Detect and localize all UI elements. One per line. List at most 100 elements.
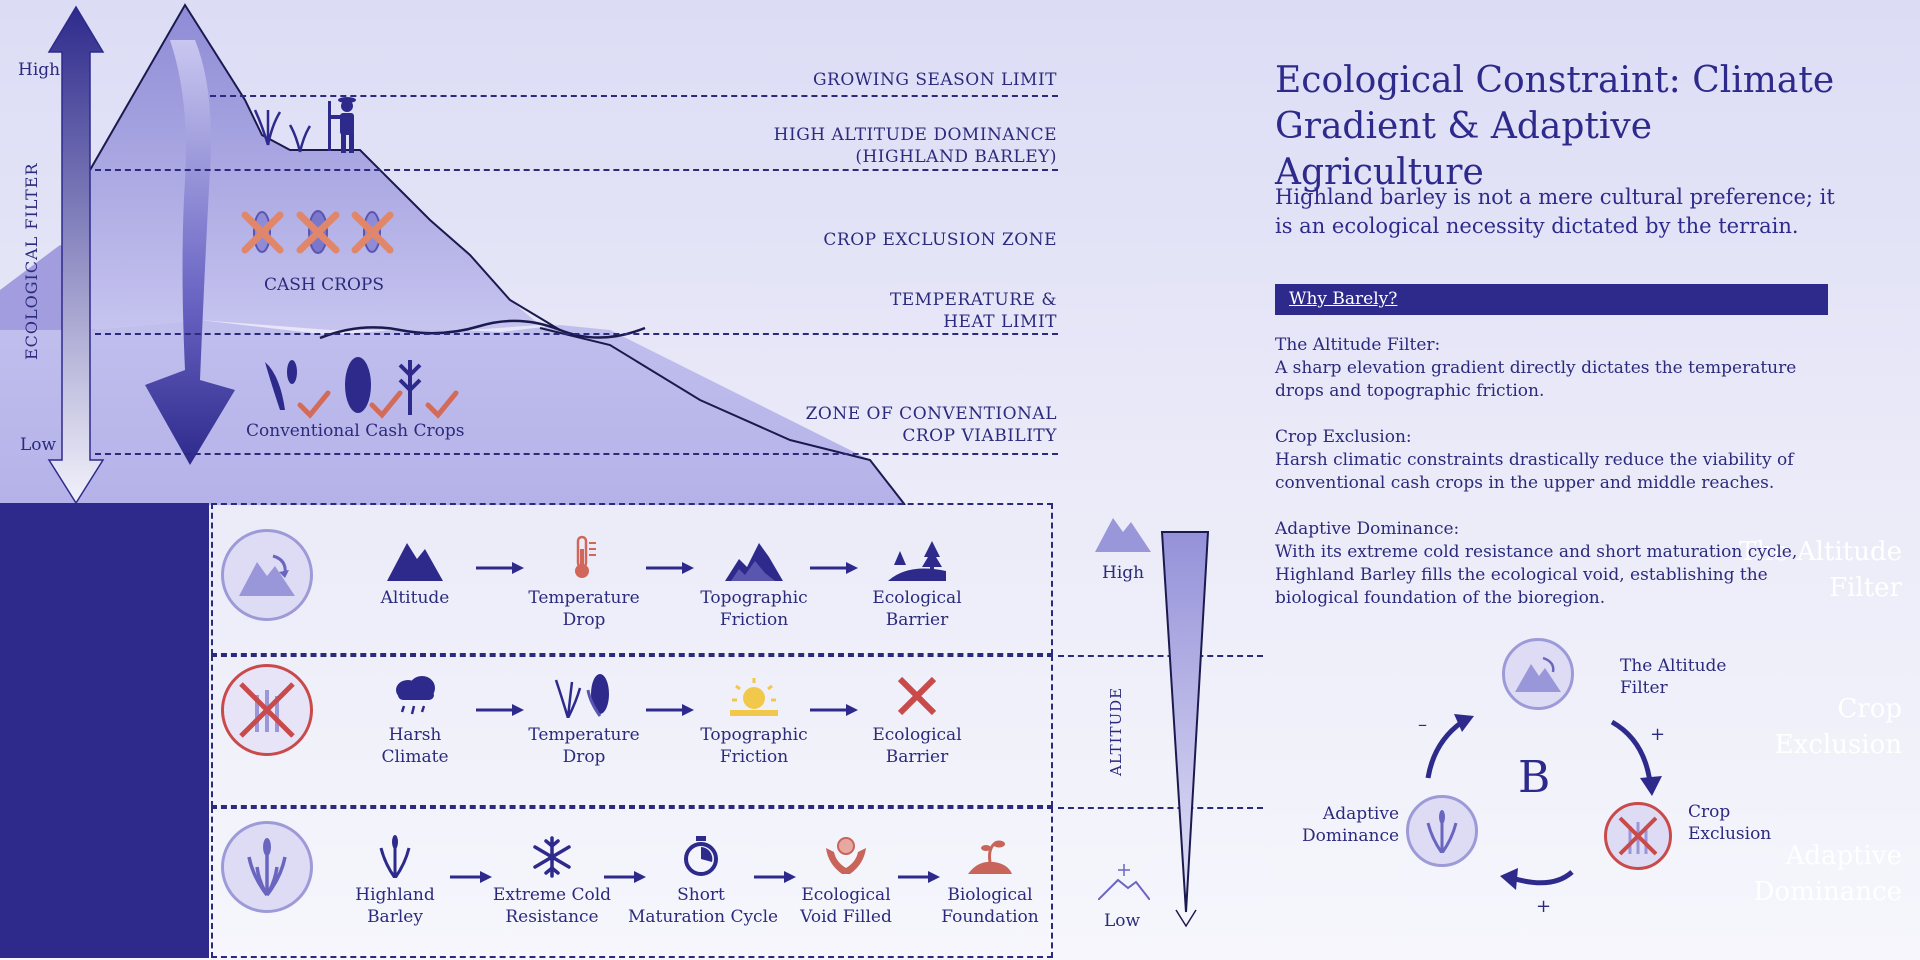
cycle-sign-bottom: + bbox=[1536, 896, 1552, 917]
zone-line bbox=[95, 333, 1058, 335]
step-ecological-void-filled: Ecological Void Filled bbox=[796, 830, 896, 928]
crops-icon bbox=[554, 674, 609, 718]
flow-arrow bbox=[476, 562, 524, 574]
altitude-axis-label: ALTITUDE bbox=[1107, 686, 1125, 776]
zone-label-crop-exclusion: CROP EXCLUSION ZONE bbox=[823, 230, 1057, 250]
adaptive-dominance-circle-icon bbox=[221, 821, 313, 913]
rugged-terrain-icon bbox=[725, 543, 783, 581]
section-body: Harsh climatic constraints drastically r… bbox=[1275, 450, 1794, 493]
barley-icon bbox=[379, 835, 411, 878]
section-altitude-filter: The Altitude Filter: A sharp elevation g… bbox=[1275, 334, 1845, 403]
scale-divider bbox=[1058, 655, 1263, 657]
page-title: Ecological Constraint: Climate Gradient … bbox=[1275, 60, 1835, 193]
step-crop-topographic-friction: Topographic Friction bbox=[692, 670, 816, 768]
flow-arrow bbox=[450, 871, 492, 883]
step-extreme-cold-resistance: Extreme Cold Resistance bbox=[487, 830, 617, 928]
axis-high-label: High bbox=[18, 60, 61, 80]
conventional-crops-label: Conventional Cash Crops bbox=[246, 421, 465, 441]
rows-header-column bbox=[0, 503, 209, 958]
stopwatch-icon bbox=[684, 836, 718, 876]
thermometer-icon bbox=[575, 535, 596, 578]
storm-cloud-icon bbox=[396, 676, 435, 715]
excluded-crops-icon bbox=[241, 210, 394, 254]
forest-barrier-icon bbox=[888, 541, 946, 581]
altitude-filter-circle-icon bbox=[221, 529, 313, 621]
step-topographic-friction: Topographic Friction bbox=[692, 533, 816, 631]
ridge-line bbox=[89, 3, 561, 331]
why-barley-link[interactable]: Why Barely? bbox=[1289, 289, 1398, 309]
scale-divider bbox=[1058, 807, 1263, 809]
cycle-center-label: B bbox=[1518, 752, 1551, 803]
step-biological-foundation: Biological Foundation bbox=[935, 830, 1045, 928]
section-heading: Crop Exclusion: bbox=[1275, 427, 1412, 447]
altitude-wedge bbox=[1160, 531, 1210, 928]
cycle-node-dominance-icon bbox=[1406, 795, 1478, 867]
zone-line bbox=[95, 453, 1058, 455]
step-short-maturation-cycle: Short Maturation Cycle bbox=[628, 830, 778, 928]
row-title-adaptive-dominance: Adaptive Dominance bbox=[1753, 841, 1902, 907]
cycle-label-exclusion: Crop Exclusion bbox=[1688, 802, 1772, 844]
crop-exclusion-circle-icon bbox=[221, 664, 313, 756]
wavy-line bbox=[319, 319, 646, 340]
flow-arrow bbox=[476, 704, 524, 716]
step-crop-temperature-drop: Temperature Drop bbox=[522, 670, 646, 768]
low-hill-icon bbox=[1098, 864, 1150, 900]
viable-crops-icon bbox=[265, 357, 459, 419]
red-x-icon bbox=[897, 676, 937, 716]
cycle-label-dominance: Adaptive Dominance bbox=[1302, 804, 1400, 846]
high-mountain-icon bbox=[1095, 518, 1151, 552]
step-harsh-climate: Harsh Climate bbox=[370, 670, 460, 768]
snowflake-icon bbox=[533, 836, 571, 878]
zone-label-growing-season: GROWING SEASON LIMIT bbox=[812, 70, 1057, 90]
cycle-label-altitude: The Altitude Filter bbox=[1620, 656, 1727, 698]
cycle-sign-left: – bbox=[1418, 714, 1427, 735]
section-crop-exclusion: Crop Exclusion: Harsh climatic constrain… bbox=[1275, 426, 1845, 495]
flow-arrow bbox=[810, 704, 858, 716]
big-curve-arrow bbox=[145, 40, 235, 465]
mountain-icon bbox=[387, 543, 443, 581]
section-heading: Adaptive Dominance: bbox=[1275, 519, 1460, 539]
section-body: With its extreme cold resistance and sho… bbox=[1275, 542, 1798, 608]
section-adaptive-dominance: Adaptive Dominance: With its extreme col… bbox=[1275, 518, 1845, 610]
cycle-node-exclusion-icon bbox=[1604, 802, 1672, 870]
row-adaptive-dominance bbox=[211, 807, 1053, 958]
soil-sprout-icon bbox=[968, 840, 1012, 874]
zone-line bbox=[210, 95, 1058, 97]
step-crop-ecological-barrier: Ecological Barrier bbox=[862, 670, 972, 768]
hands-icon bbox=[826, 837, 866, 874]
sun-icon bbox=[730, 678, 778, 716]
cycle-arrows bbox=[1425, 714, 1662, 890]
row-altitude-filter bbox=[211, 503, 1053, 655]
flow-arrow bbox=[604, 871, 646, 883]
row-title-crop-exclusion: Crop Exclusion bbox=[1774, 694, 1902, 760]
axis-low-label: Low bbox=[20, 435, 57, 455]
flow-arrow bbox=[646, 562, 694, 574]
flow-arrow bbox=[810, 562, 858, 574]
section-heading: The Altitude Filter: bbox=[1275, 335, 1441, 355]
step-highland-barley: Highland Barley bbox=[345, 830, 445, 928]
barley-top-icon bbox=[253, 109, 312, 153]
cycle-node-altitude-icon bbox=[1502, 638, 1574, 710]
farmer-icon bbox=[328, 97, 356, 153]
slope-line bbox=[539, 327, 906, 505]
scale-high-label: High bbox=[1102, 563, 1145, 583]
scale-low-label: Low bbox=[1104, 911, 1141, 931]
flow-arrow bbox=[898, 871, 940, 883]
step-ecological-barrier: Ecological Barrier bbox=[862, 533, 972, 631]
zone-line bbox=[95, 169, 1058, 171]
step-temperature-drop: Temperature Drop bbox=[522, 533, 646, 631]
step-altitude: Altitude bbox=[370, 533, 460, 609]
row-title-altitude-filter: The Altitude Filter bbox=[1739, 537, 1902, 603]
cash-crops-label: CASH CROPS bbox=[264, 275, 384, 295]
flow-arrow bbox=[646, 704, 694, 716]
page-subtitle: Highland barley is not a mere cultural p… bbox=[1275, 185, 1835, 238]
zone-label-conventional: ZONE OF CONVENTIONAL CROP VIABILITY bbox=[805, 404, 1057, 446]
row-crop-exclusion bbox=[211, 655, 1053, 807]
why-barley-header: Why Barely? bbox=[1275, 284, 1828, 315]
zone-label-high-altitude: HIGH ALTITUDE DOMINANCE (HIGHLAND BARLEY) bbox=[773, 125, 1057, 167]
section-body: A sharp elevation gradient directly dict… bbox=[1275, 358, 1797, 401]
ecological-filter-label: ECOLOGICAL FILTER bbox=[22, 162, 41, 360]
cycle-sign-top-right: + bbox=[1650, 724, 1666, 745]
flow-arrow bbox=[754, 871, 796, 883]
zone-label-temperature: TEMPERATURE & HEAT LIMIT bbox=[889, 290, 1057, 332]
